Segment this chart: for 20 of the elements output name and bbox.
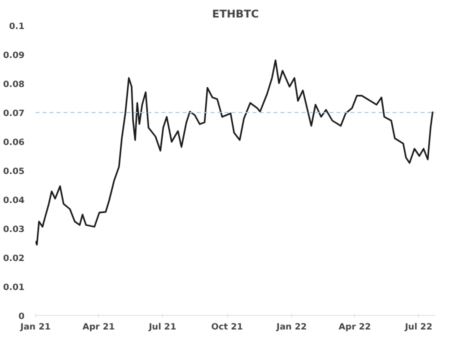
y-tick-label: 0.03: [3, 225, 24, 235]
x-tick-label: Jul 21: [148, 322, 176, 332]
x-tick-label: Apr 22: [338, 322, 371, 332]
y-tick-label: 0.08: [3, 80, 24, 90]
y-tick-label: 0: [18, 312, 25, 322]
chart-title: ETHBTC: [212, 8, 260, 20]
y-tick-label: 0.05: [3, 167, 24, 177]
line-series: [36, 60, 434, 246]
y-tick-label: 0.02: [3, 254, 24, 264]
y-tick-label: 0.07: [3, 109, 24, 119]
x-tick-label: Jan 21: [19, 322, 51, 332]
y-tick-label: 0.01: [3, 283, 24, 293]
x-tick-label: Oct 21: [211, 322, 243, 332]
x-tick-label: Jan 22: [276, 322, 307, 332]
y-tick-label: 0.04: [3, 196, 24, 206]
x-tick-label: Apr 21: [82, 322, 115, 332]
y-tick-label: 0.1: [9, 22, 25, 32]
x-tick-label: Jul 22: [404, 322, 432, 332]
y-tick-label: 0.09: [3, 51, 24, 61]
y-tick-label: 0.06: [3, 138, 24, 148]
